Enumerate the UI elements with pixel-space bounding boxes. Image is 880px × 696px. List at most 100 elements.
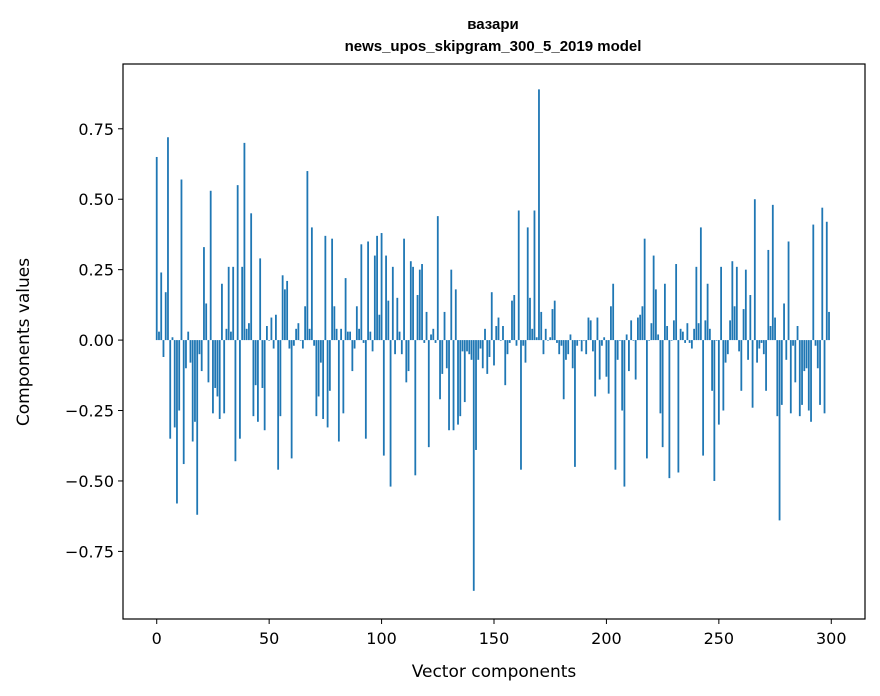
bar <box>526 227 529 341</box>
bar <box>200 340 203 372</box>
bar <box>632 340 635 341</box>
y-tick-label: 0.75 <box>78 120 114 139</box>
plot-frame <box>122 63 866 620</box>
bar <box>713 340 716 481</box>
bar <box>218 340 221 419</box>
bar <box>499 340 502 341</box>
bar <box>490 292 493 341</box>
bar <box>670 340 673 341</box>
bar <box>517 210 520 341</box>
bar <box>387 300 390 341</box>
bar <box>155 156 158 341</box>
bar <box>663 283 666 341</box>
bar <box>405 340 408 383</box>
bar <box>767 249 770 341</box>
bar <box>234 340 237 462</box>
bar <box>362 340 365 343</box>
bar <box>367 241 369 341</box>
bar <box>409 261 412 341</box>
y-tick-label: −0.25 <box>65 402 114 421</box>
bar <box>315 340 318 417</box>
bar <box>538 89 540 341</box>
bar <box>493 340 495 366</box>
bar <box>477 340 480 360</box>
bar <box>421 264 423 341</box>
bar <box>621 340 624 411</box>
bar <box>418 269 421 341</box>
bar <box>558 340 561 355</box>
bar <box>371 340 374 352</box>
bar <box>540 311 543 341</box>
bar <box>252 340 255 417</box>
bar <box>319 340 322 363</box>
bar <box>452 340 455 431</box>
bar <box>637 317 639 341</box>
bar <box>185 340 187 369</box>
bar <box>801 340 803 405</box>
bar <box>261 340 264 388</box>
bar <box>427 340 430 448</box>
bar <box>776 340 779 417</box>
bar <box>646 340 648 459</box>
bar <box>668 340 671 479</box>
bar-series <box>155 89 830 591</box>
bar <box>542 340 545 355</box>
bar <box>722 340 725 411</box>
bar <box>364 340 367 439</box>
bar <box>603 337 606 341</box>
bar <box>344 278 347 341</box>
bar <box>481 340 484 369</box>
bar <box>792 340 794 346</box>
bar <box>430 334 432 341</box>
bar <box>436 216 439 341</box>
bar <box>783 303 785 341</box>
bar <box>760 340 763 343</box>
bar <box>389 340 392 487</box>
bar <box>619 340 621 341</box>
bar <box>277 340 280 470</box>
bar <box>335 328 338 341</box>
chart-subtitle: news_upos_skipgram_300_5_2019 model <box>345 38 642 55</box>
bar <box>562 340 565 400</box>
bar <box>706 283 709 341</box>
bar <box>574 340 576 467</box>
bar <box>239 340 241 439</box>
bar <box>749 295 752 341</box>
bar <box>443 311 446 341</box>
bar <box>695 266 698 341</box>
bar <box>648 340 651 341</box>
bar <box>787 241 790 341</box>
bar <box>306 171 309 341</box>
bar <box>313 340 316 346</box>
bar <box>720 266 722 341</box>
bar <box>726 340 729 355</box>
bar <box>324 235 327 341</box>
bar <box>744 269 747 341</box>
bar <box>212 340 214 414</box>
bar <box>423 340 426 343</box>
bar <box>690 340 693 349</box>
bar <box>634 340 637 380</box>
bar <box>529 297 531 341</box>
bar <box>520 340 522 470</box>
bar <box>747 340 749 360</box>
bar <box>290 340 293 459</box>
bar <box>342 340 345 414</box>
bar <box>349 331 351 341</box>
bar <box>272 340 275 349</box>
bar <box>688 340 691 343</box>
bar <box>448 340 450 431</box>
bar <box>299 340 302 341</box>
bar <box>461 340 464 352</box>
bar <box>394 340 396 355</box>
bar <box>358 328 360 341</box>
bar <box>819 340 821 405</box>
bar <box>666 326 669 341</box>
x-tick-label: 50 <box>259 629 279 648</box>
bar <box>769 326 772 341</box>
bar <box>643 238 646 341</box>
bar <box>158 331 160 341</box>
bar <box>589 320 592 341</box>
bar <box>661 340 664 448</box>
bar <box>672 320 675 341</box>
